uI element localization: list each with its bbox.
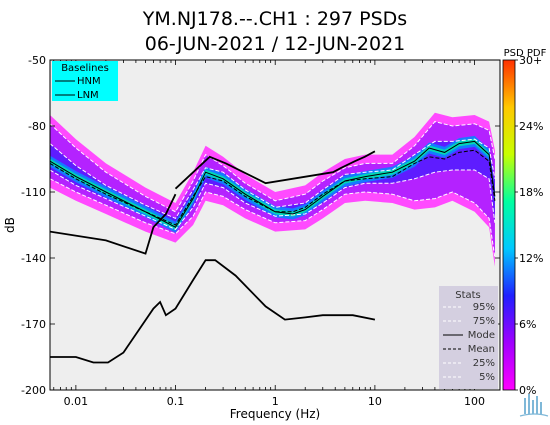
x-tick-label: 0.01 [64, 395, 89, 408]
p5-line [50, 178, 496, 259]
baselines-legend-title: Baselines [61, 63, 109, 74]
colorbar-title: PSD PDF [504, 48, 547, 59]
colorbar-tick-label: 12% [519, 252, 543, 265]
y-tick-label: -200 [21, 384, 46, 397]
lnm-line [50, 259, 376, 364]
colorbar-tick-label: 0% [519, 384, 536, 397]
legend-p5-label: 5% [479, 372, 495, 383]
chart-title-line-2: 06-JUN-2021 / 12-JUN-2021 [145, 33, 406, 55]
colorbar [502, 59, 516, 391]
colorbar-tick-label: 24% [519, 120, 543, 133]
y-axis-ticks: -50 -80 -110 -140 -170 -200 [21, 54, 500, 397]
stat-lines-layer [50, 121, 496, 364]
x-tick-label: 0.1 [167, 395, 185, 408]
legend-p75-label: 75% [473, 316, 495, 327]
stats-legend: Stats 95% 75% Mode Mean 25% 5% [439, 286, 498, 389]
x-axis-label: Frequency (Hz) [230, 407, 321, 421]
p95-line [50, 121, 496, 213]
colorbar-tick-label: 18% [519, 186, 543, 199]
y-axis-label: dB [3, 217, 17, 233]
colorbar-tick-label: 30+ [519, 54, 542, 67]
legend-mean-label: Mean [468, 344, 495, 355]
y-tick-label: -140 [21, 252, 46, 265]
legend-hnm-label: HNM [77, 76, 101, 87]
mean-line [50, 149, 496, 226]
baselines-legend: Baselines HNM LNM [52, 61, 118, 101]
y-tick-label: -80 [28, 120, 46, 133]
legend-mode-label: Mode [468, 330, 495, 341]
stats-legend-box [439, 286, 498, 389]
stats-legend-title: Stats [455, 290, 481, 301]
y-tick-label: -110 [21, 186, 46, 199]
logo-icon [519, 394, 549, 417]
x-tick-label: 100 [464, 395, 485, 408]
chart-title-line-1: YM.NJ178.--.CH1 : 297 PSDs [142, 8, 407, 30]
hnm-line [174, 150, 376, 190]
colorbar-ticks: 0% 6% 12% 18% 24% 30+ [515, 54, 543, 397]
p75-line [50, 138, 496, 220]
legend-lnm-label: LNM [77, 90, 99, 101]
p25-line [50, 169, 496, 231]
y-tick-label: -170 [21, 318, 46, 331]
low-frequency-baseline-line [50, 193, 177, 255]
mode-line [50, 140, 496, 228]
colorbar-tick-label: 6% [519, 318, 536, 331]
density-band-peak [50, 138, 495, 230]
x-tick-label: 10 [368, 395, 382, 408]
legend-p95-label: 95% [473, 302, 495, 313]
density-band-core [50, 135, 495, 233]
x-tick-label: 1 [272, 395, 279, 408]
y-tick-label: -50 [28, 54, 46, 67]
legend-p25-label: 25% [473, 358, 495, 369]
